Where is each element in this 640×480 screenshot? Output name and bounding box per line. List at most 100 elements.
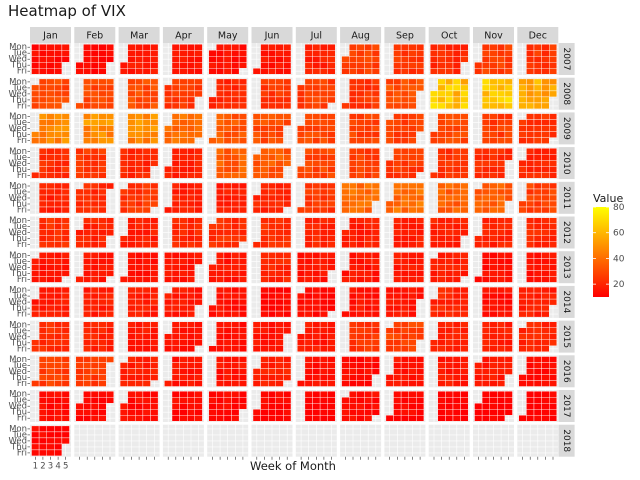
heatmap-cell — [460, 96, 469, 104]
heatmap-cell — [304, 298, 313, 306]
heatmap-cell — [186, 113, 195, 120]
heatmap-cell — [275, 362, 284, 369]
heatmap-cell — [400, 374, 409, 381]
heatmap-cell — [445, 166, 454, 173]
heatmap-cell — [319, 362, 328, 369]
heatmap-cell — [164, 102, 173, 110]
heatmap-cell — [297, 264, 306, 271]
heatmap-cell — [533, 154, 542, 161]
heatmap-cell — [341, 200, 350, 208]
heatmap-cell — [393, 235, 402, 242]
heatmap-cell — [171, 252, 180, 259]
heatmap-cell — [364, 304, 373, 312]
heatmap-cell — [238, 50, 247, 57]
y-tick-label: Fri — [17, 240, 27, 250]
heatmap-cell — [526, 206, 535, 214]
heatmap-cell — [408, 200, 417, 208]
heatmap-cell — [260, 56, 269, 63]
heatmap-cell — [186, 229, 195, 236]
heatmap-cell — [216, 252, 225, 259]
heatmap-cell — [46, 200, 55, 208]
heatmap-cell — [356, 119, 365, 126]
heatmap-cell — [98, 304, 107, 312]
heatmap-cell — [400, 327, 409, 334]
heatmap-cell — [327, 194, 336, 202]
heatmap-cell — [283, 113, 292, 120]
heatmap-cell — [297, 131, 306, 138]
heatmap-cell — [31, 137, 40, 144]
heatmap-cell — [268, 50, 277, 57]
heatmap-cell — [216, 148, 225, 155]
heatmap-cell — [216, 356, 225, 363]
heatmap-cell — [150, 50, 159, 57]
heatmap-cell — [186, 327, 195, 334]
strip-2015 — [558, 320, 575, 353]
heatmap-cell — [385, 119, 394, 126]
heatmap-cell — [194, 391, 203, 398]
heatmap-cell — [349, 119, 358, 126]
heatmap-cell — [549, 241, 558, 248]
heatmap-cell — [135, 200, 144, 208]
heatmap-cell — [216, 44, 225, 51]
heatmap-cell — [46, 78, 55, 86]
heatmap-cell — [275, 113, 284, 120]
heatmap-cell — [46, 67, 55, 75]
heatmap-cell — [460, 137, 469, 144]
heatmap-cell — [231, 154, 240, 161]
heatmap-cell — [150, 44, 159, 51]
heatmap-cell — [504, 125, 513, 132]
heatmap-cell — [283, 229, 292, 236]
facet-panels — [30, 43, 559, 457]
heatmap-cell — [127, 67, 136, 75]
heatmap-cell — [268, 78, 277, 86]
heatmap-cell — [90, 403, 99, 410]
heatmap-cell — [393, 298, 402, 306]
heatmap-cell — [541, 403, 550, 410]
heatmap-cell — [541, 304, 550, 312]
heatmap-cell — [194, 223, 203, 230]
heatmap-cell — [452, 368, 461, 375]
heatmap-cell — [319, 321, 328, 328]
heatmap-cell — [504, 327, 513, 334]
heatmap-cell — [98, 206, 107, 214]
heatmap-cell — [371, 96, 380, 104]
heatmap-cell — [504, 50, 513, 57]
heatmap-cell — [186, 194, 195, 202]
heatmap-cell — [385, 345, 394, 352]
y-tick-label: Tue — [11, 83, 27, 93]
heatmap-cell — [135, 78, 144, 86]
heatmap-cell — [460, 292, 469, 300]
heatmap-cell — [260, 182, 269, 190]
heatmap-cell — [98, 223, 107, 230]
heatmap-cell — [38, 102, 47, 110]
strip-label: Oct — [441, 31, 458, 42]
heatmap-cell — [223, 148, 232, 155]
heatmap-cell — [445, 397, 454, 404]
y-tick-label: Mon — [9, 43, 27, 53]
heatmap-cell — [283, 298, 292, 306]
heatmap-cell — [549, 223, 558, 230]
heatmap-cell — [541, 292, 550, 300]
heatmap-cell — [46, 172, 55, 179]
heatmap-cell — [549, 264, 558, 271]
heatmap-cell — [61, 264, 70, 271]
heatmap-cell — [38, 304, 47, 312]
heatmap-cell — [474, 235, 483, 242]
heatmap-cell — [481, 409, 490, 416]
heatmap-cell — [541, 241, 550, 248]
heatmap-cell — [371, 368, 380, 375]
heatmap-cell — [304, 345, 313, 352]
heatmap-cell — [179, 321, 188, 328]
heatmap-cell — [194, 148, 203, 155]
heatmap-cell — [304, 415, 313, 422]
heatmap-cell — [223, 298, 232, 306]
heatmap-cell — [83, 56, 92, 63]
heatmap-cell — [385, 415, 394, 422]
heatmap-cell — [319, 148, 328, 155]
y-tick-label: Mon — [9, 320, 27, 330]
heatmap-cell — [61, 200, 70, 208]
heatmap-cell — [90, 397, 99, 404]
heatmap-cell — [54, 425, 63, 433]
heatmap-cell — [489, 321, 498, 328]
y-tick-label: Mon — [9, 112, 27, 122]
